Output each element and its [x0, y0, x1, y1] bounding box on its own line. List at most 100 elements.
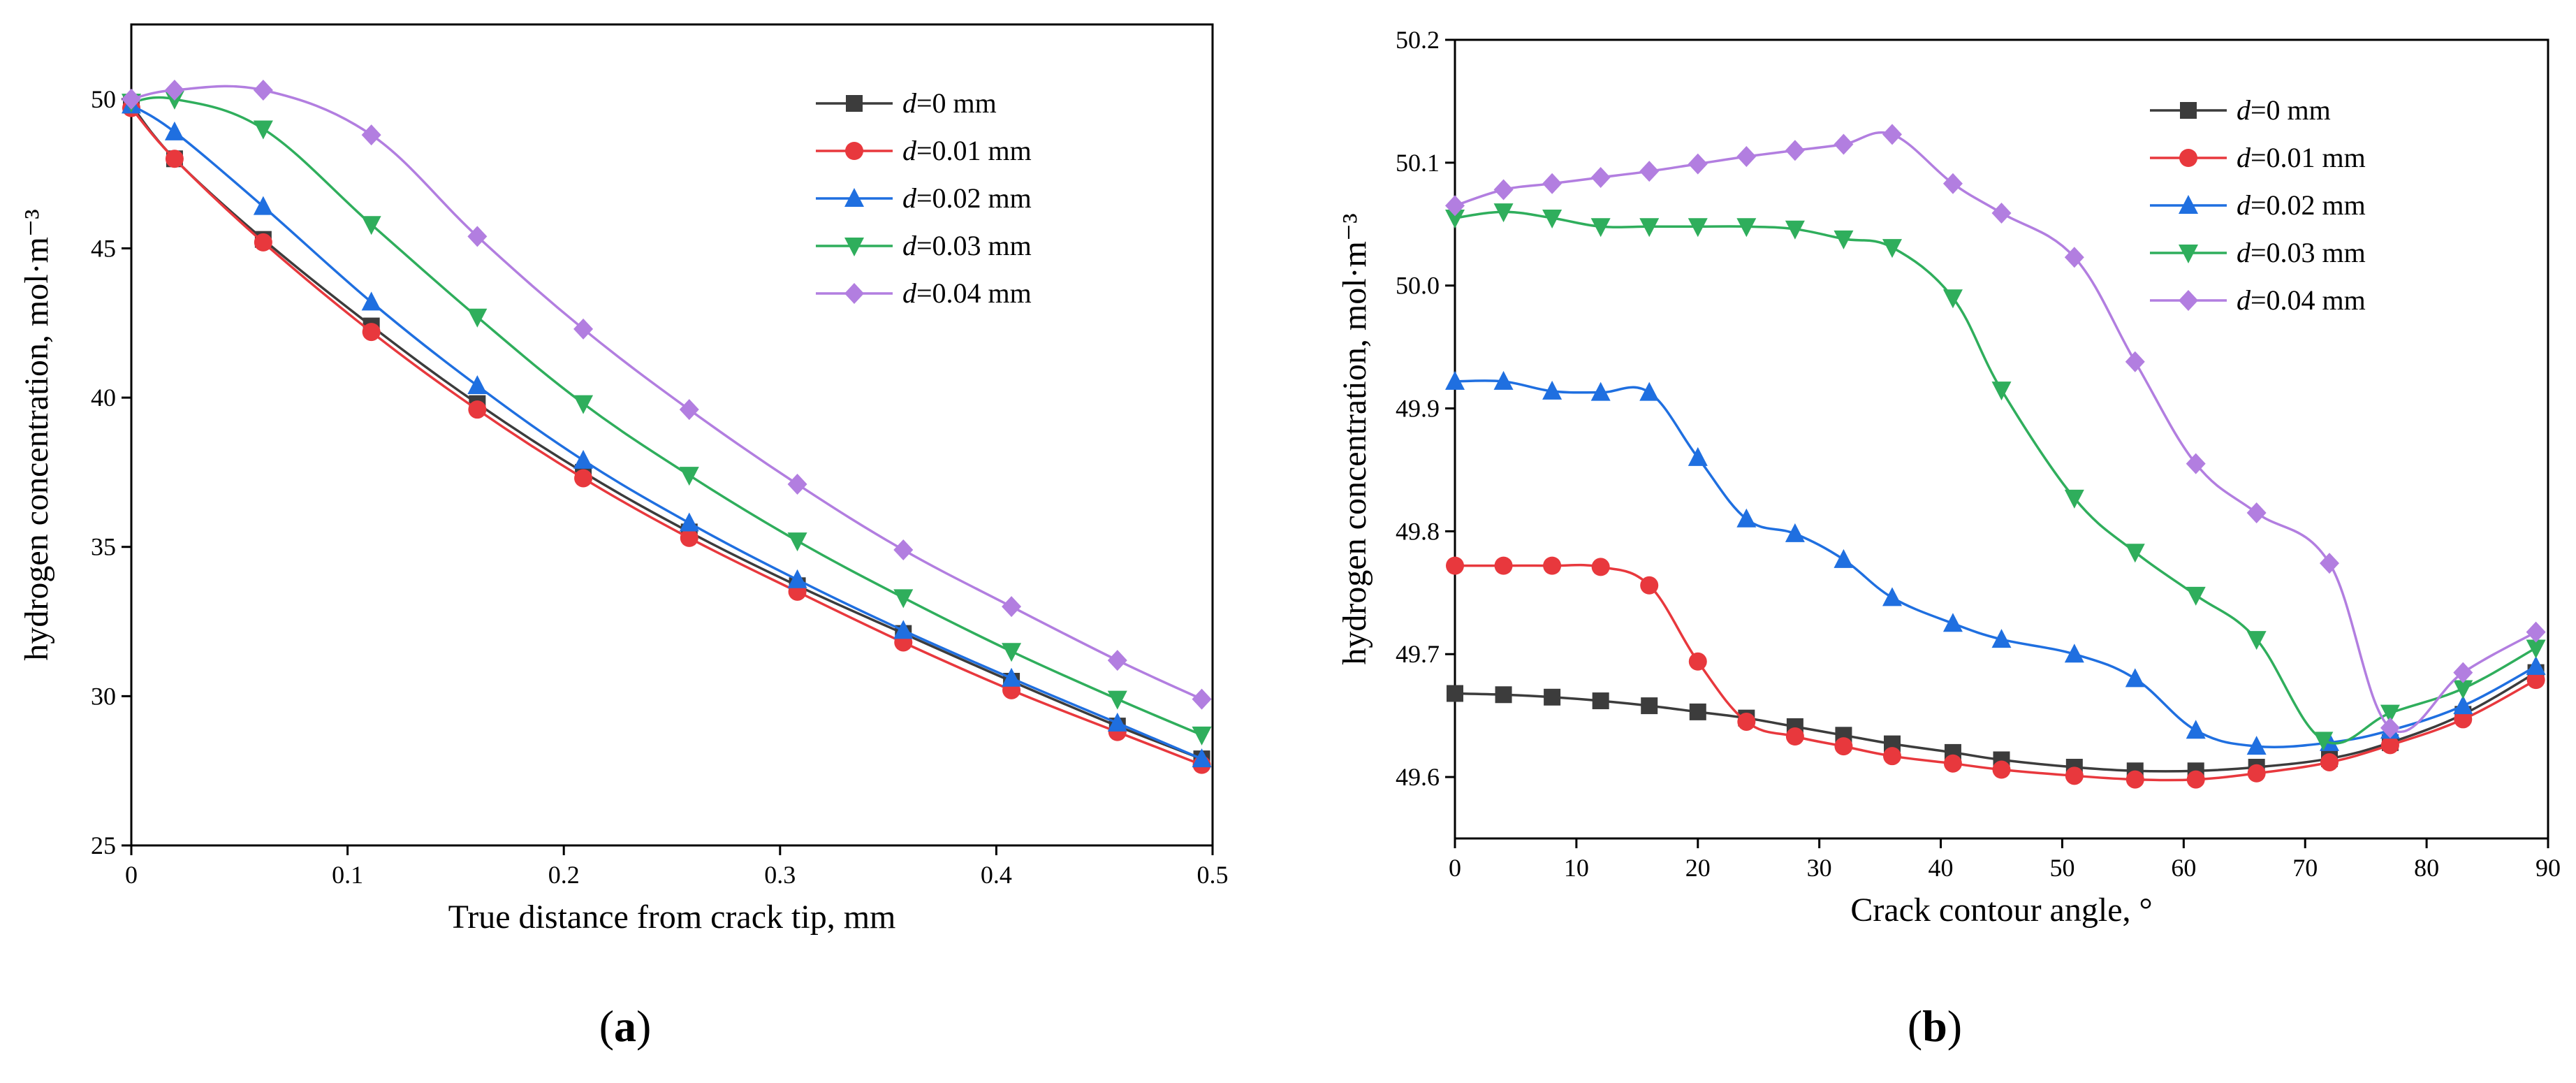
y-tick-label: 45	[91, 234, 116, 262]
data-point	[467, 308, 488, 328]
legend-marker	[2180, 102, 2197, 119]
y-tick-label: 50	[91, 85, 116, 113]
data-point	[1591, 558, 1610, 576]
series-line	[131, 96, 1203, 736]
data-point	[2380, 717, 2400, 739]
data-point	[1942, 173, 1963, 194]
chart-panel-a: 0 0.1 0.2 0.3 0.4 0.5 25 30 35 40 45 50 True distanc…	[18, 23, 1229, 1051]
data-point	[2313, 732, 2334, 751]
series-line	[131, 103, 1203, 760]
legend-marker	[844, 283, 864, 304]
x-tick-label: 0	[125, 861, 138, 889]
legend-marker	[2179, 195, 2198, 214]
data-point	[680, 528, 698, 547]
data-point	[1494, 556, 1513, 575]
series-d-0-04-mm	[1445, 124, 2546, 739]
panel-label: (b)	[1908, 1001, 1962, 1051]
data-point	[1943, 754, 1962, 773]
y-axis-title: hydrogen concentration, mol·m⁻³	[1336, 213, 1373, 664]
data-point	[253, 80, 273, 101]
data-point	[2380, 736, 2399, 755]
data-point	[1639, 218, 1660, 238]
y-tick-label: 50.2	[1396, 26, 1440, 54]
y-tick-label: 30	[91, 682, 116, 710]
data-point	[1639, 161, 1660, 182]
data-point	[679, 399, 699, 421]
legend-marker	[844, 188, 864, 207]
data-point	[1002, 667, 1022, 687]
data-point	[1542, 209, 1563, 228]
legend-marker	[844, 238, 864, 256]
series-d-0-01-mm	[122, 99, 1211, 774]
data-point	[1737, 712, 1756, 731]
data-point	[1544, 688, 1561, 706]
data-point	[254, 233, 272, 252]
series-d-0-04-mm	[122, 80, 1212, 710]
data-point	[1641, 697, 1658, 715]
x-tick-label: 20	[1685, 854, 1711, 882]
data-point	[1834, 737, 1853, 756]
data-point	[1834, 133, 1854, 155]
data-point	[1493, 179, 1514, 201]
y-tick-label: 50.0	[1396, 272, 1440, 300]
data-point	[362, 323, 381, 342]
data-point	[2453, 680, 2473, 699]
data-point	[2246, 631, 2267, 650]
x-tick-label: 10	[1564, 854, 1589, 882]
panel-label: (a)	[599, 1001, 652, 1051]
data-point	[361, 124, 381, 146]
plot-area-frame	[1454, 38, 2549, 840]
data-point	[2065, 766, 2084, 785]
data-point	[574, 469, 593, 488]
data-point	[165, 150, 184, 168]
data-point	[1882, 239, 1902, 259]
series-line	[131, 85, 1203, 701]
data-point	[1991, 202, 2012, 224]
data-point	[2064, 489, 2084, 509]
data-point	[573, 395, 594, 414]
data-point	[679, 467, 699, 486]
data-point	[2453, 662, 2473, 683]
data-point	[2246, 736, 2267, 755]
data-point	[2454, 710, 2473, 729]
x-axis-title: Crack contour angle, °	[1850, 892, 2152, 929]
data-point	[2526, 671, 2545, 690]
data-point	[2246, 502, 2267, 524]
data-point	[1689, 703, 1706, 720]
series-d-0-02-mm	[122, 94, 1212, 768]
x-tick-label: 0.2	[548, 861, 580, 889]
x-tick-label: 70	[2292, 854, 2318, 882]
legend-marker	[2179, 290, 2198, 311]
data-point	[253, 196, 273, 215]
data-point	[1640, 576, 1659, 595]
data-point	[1590, 381, 1611, 401]
data-point	[893, 620, 914, 639]
y-tick-label: 25	[91, 831, 116, 859]
x-axis-title: True distance from crack tip, mm	[448, 899, 896, 936]
data-point	[1445, 209, 1465, 228]
data-point	[1002, 643, 1022, 662]
x-tick-label: 0.5	[1197, 861, 1229, 889]
data-point	[361, 291, 381, 311]
y-axis-title: hydrogen concentration, mol·m⁻³	[18, 209, 55, 660]
data-point	[467, 375, 488, 394]
data-point	[1785, 727, 1804, 746]
data-point	[361, 216, 381, 235]
series-d-0-03-mm	[1445, 203, 2546, 751]
data-point	[573, 449, 594, 469]
chart-panel-b: 0 10 20 30 40 50 60 70 80 90 49.6 49.7 49.8 49.9 50.0 5…	[1336, 26, 2561, 1051]
data-point	[1785, 523, 1805, 542]
y-tick-label: 40	[91, 384, 116, 412]
x-tick-label: 0.4	[981, 861, 1012, 889]
data-point	[2380, 704, 2400, 724]
legend-label: d=0.04 mm	[2237, 284, 2366, 316]
data-point	[2526, 655, 2546, 675]
legend-label: d=0 mm	[2237, 94, 2331, 126]
data-point	[2453, 695, 2473, 715]
data-point	[1991, 629, 2012, 648]
data-point	[1542, 173, 1563, 194]
data-point	[1736, 146, 1757, 168]
data-point	[2125, 544, 2145, 563]
data-point	[1590, 218, 1611, 238]
